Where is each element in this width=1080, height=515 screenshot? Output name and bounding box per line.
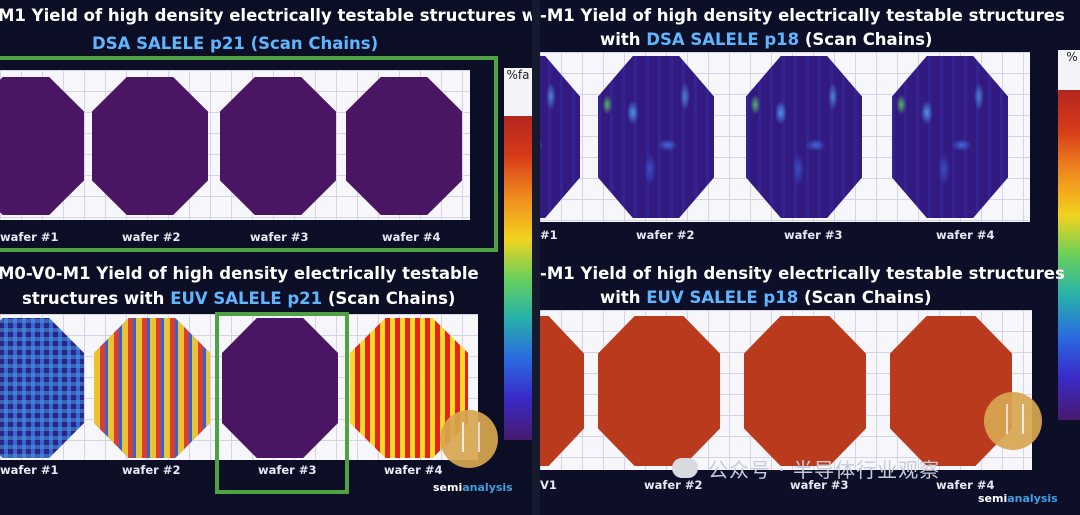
right-top-title-suffix: (Scan Chains) bbox=[799, 30, 933, 49]
left-top-highlight-frame bbox=[0, 56, 498, 252]
left-bottom-wafer-2 bbox=[94, 318, 210, 458]
right-top-wafer-label-2: wafer #2 bbox=[636, 228, 695, 242]
right-top-wafer-4 bbox=[892, 56, 1008, 218]
left-top-wafer-label-2: wafer #2 bbox=[122, 230, 181, 244]
left-bottom-wafer-label-4: wafer #4 bbox=[384, 463, 443, 477]
right-bottom-title-highlight: EUV SALELE p18 bbox=[646, 288, 799, 307]
left-top-wafer-1 bbox=[0, 77, 84, 215]
right-top-wafer-2 bbox=[598, 56, 714, 218]
right-top-title-prefix: with bbox=[600, 30, 647, 49]
right-bottom-title-line1: -M1 Yield of high density electrically t… bbox=[540, 264, 1065, 283]
left-top-title-line1: M1 Yield of high density electrically te… bbox=[0, 6, 532, 25]
right-bottom-title-prefix: with bbox=[600, 288, 647, 307]
right-bottom-wafer-label-3: wafer #3 bbox=[790, 478, 849, 492]
left-scale-caption: %fa bbox=[504, 68, 532, 116]
right-logo-text-a: semi bbox=[978, 492, 1008, 505]
right-bottom-wafer-label-1: V1 bbox=[540, 478, 557, 492]
left-color-scale bbox=[504, 116, 532, 440]
left-bottom-title-highlight: EUV SALELE p21 bbox=[170, 289, 323, 308]
right-top-wafer-label-1: #1 bbox=[540, 228, 558, 242]
left-bottom-wafer-label-1: wafer #1 bbox=[0, 463, 59, 477]
right-logo-text-b: analysis bbox=[1007, 492, 1058, 505]
right-slide: -M1 Yield of high density electrically t… bbox=[540, 0, 1080, 515]
right-scale-caption: % bbox=[1058, 50, 1080, 90]
right-top-wafer-3 bbox=[746, 56, 862, 218]
right-top-title-highlight: DSA SALELE p18 bbox=[646, 30, 800, 49]
left-top-wafer-3 bbox=[220, 77, 336, 215]
right-top-title-line1: -M1 Yield of high density electrically t… bbox=[540, 6, 1065, 25]
left-top-wafer-label-4: wafer #4 bbox=[382, 230, 441, 244]
right-top-title-line2: with DSA SALELE p18 (Scan Chains) bbox=[600, 28, 932, 52]
watermark-text: 公众号 · 半导体行业观察 bbox=[708, 458, 941, 482]
wechat-icon bbox=[672, 458, 698, 478]
right-logo-text: semianalysis bbox=[978, 492, 1058, 505]
left-top-wafer-label-3: wafer #3 bbox=[250, 230, 309, 244]
right-color-scale bbox=[1058, 90, 1080, 420]
left-bottom-wafer-label-2: wafer #2 bbox=[122, 463, 181, 477]
left-bottom-title-line2: structures with EUV SALELE p21 (Scan Cha… bbox=[22, 287, 455, 311]
right-bottom-wafer-label-2: wafer #2 bbox=[644, 478, 703, 492]
left-bottom-highlight-frame bbox=[215, 312, 349, 494]
right-bottom-title-line2: with EUV SALELE p18 (Scan Chains) bbox=[600, 286, 932, 310]
left-slide: M1 Yield of high density electrically te… bbox=[0, 0, 532, 515]
right-bottom-wafer-2 bbox=[598, 316, 720, 466]
left-bottom-wafer-3 bbox=[222, 318, 338, 458]
left-logo-text: semianalysis bbox=[433, 481, 513, 494]
left-top-title-line2: DSA SALELE p21 (Scan Chains) bbox=[92, 32, 378, 56]
left-bottom-wafer-label-3: wafer #3 bbox=[258, 463, 317, 477]
right-top-wafer-label-3: wafer #3 bbox=[784, 228, 843, 242]
left-logo-text-b: analysis bbox=[462, 481, 513, 494]
semianalysis-logo-icon bbox=[440, 410, 498, 468]
left-bottom-title-line1: M0-V0-M1 Yield of high density electrica… bbox=[0, 264, 479, 283]
right-bottom-title-suffix: (Scan Chains) bbox=[798, 288, 932, 307]
left-top-wafer-2 bbox=[92, 77, 208, 215]
left-top-title-highlight: DSA SALELE p21 (Scan Chains) bbox=[92, 34, 379, 53]
right-bottom-wafer-4 bbox=[890, 316, 1012, 466]
left-top-wafer-4 bbox=[346, 77, 462, 215]
left-logo-text-a: semi bbox=[433, 481, 463, 494]
slide-divider bbox=[532, 0, 540, 515]
right-bottom-wafer-label-4: wafer #4 bbox=[936, 478, 995, 492]
right-bottom-wafer-3 bbox=[744, 316, 866, 466]
left-bottom-wafer-1 bbox=[0, 318, 84, 458]
left-bottom-title-prefix: structures with bbox=[22, 289, 171, 308]
left-bottom-title-suffix: (Scan Chains) bbox=[322, 289, 456, 308]
left-top-wafer-label-1: wafer #1 bbox=[0, 230, 59, 244]
right-top-wafer-label-4: wafer #4 bbox=[936, 228, 995, 242]
right-semianalysis-logo-icon bbox=[984, 392, 1042, 450]
